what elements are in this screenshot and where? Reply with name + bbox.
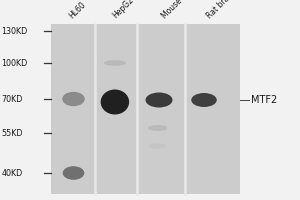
Ellipse shape — [63, 166, 84, 180]
Text: MTF2: MTF2 — [250, 95, 277, 105]
Text: 70KD: 70KD — [2, 95, 23, 104]
Text: 40KD: 40KD — [2, 168, 23, 178]
Text: Mouse brain: Mouse brain — [160, 0, 200, 20]
Text: 130KD: 130KD — [2, 26, 28, 36]
Ellipse shape — [104, 60, 126, 66]
Text: HL60: HL60 — [68, 0, 88, 20]
Text: 100KD: 100KD — [2, 58, 28, 68]
Text: HepG2: HepG2 — [111, 0, 136, 20]
Ellipse shape — [62, 92, 85, 106]
Ellipse shape — [146, 92, 172, 108]
Ellipse shape — [148, 125, 167, 131]
Text: 55KD: 55KD — [2, 129, 23, 138]
Text: Rat brain: Rat brain — [206, 0, 237, 20]
Ellipse shape — [191, 93, 217, 107]
Bar — [51, 24, 240, 194]
Ellipse shape — [101, 90, 129, 114]
Ellipse shape — [149, 144, 166, 148]
